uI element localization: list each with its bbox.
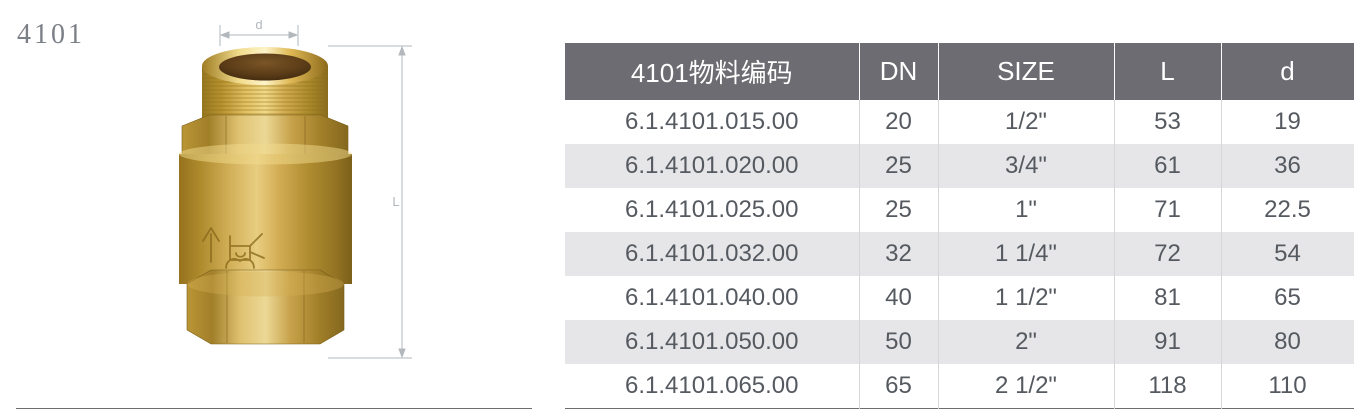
svg-text:d: d (255, 20, 262, 32)
svg-text:L: L (392, 194, 399, 209)
